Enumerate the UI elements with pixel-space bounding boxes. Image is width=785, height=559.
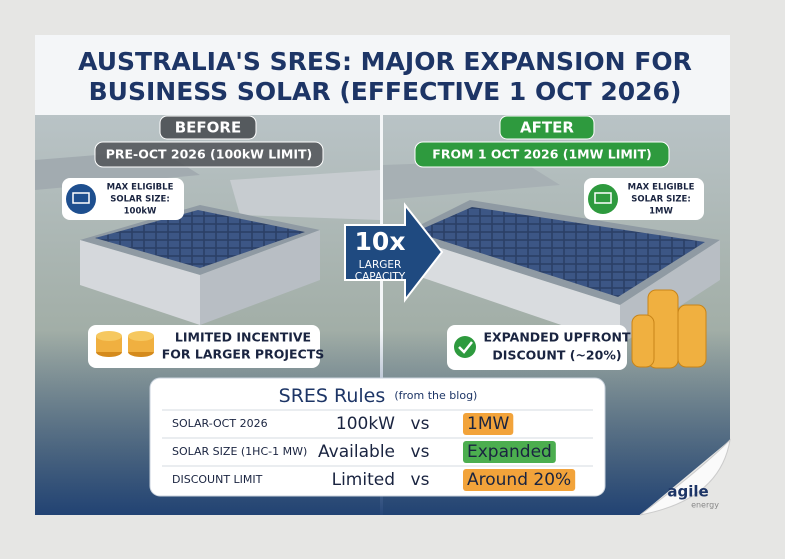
row-label: SOLAR-OCT 2026 — [172, 417, 268, 430]
arrow-headline: 10x — [355, 227, 406, 256]
building-wall — [80, 240, 200, 325]
table-title: SRES Rules (from the blog) — [279, 385, 478, 407]
coin-stack — [677, 304, 707, 368]
row-compare: Expanded — [467, 442, 552, 462]
logo-name: agile — [667, 483, 708, 501]
before-period: PRE-OCT 2026 (100kW LIMIT) — [106, 147, 313, 162]
after-period-pill — [414, 141, 670, 168]
row-vs: vs — [411, 414, 430, 434]
before-pill — [159, 115, 257, 140]
row-label: SOLAR SIZE (1HC-1 MW) — [172, 445, 307, 458]
title-line: AUSTRALIA'S SRES: MAJOR EXPANSION FOR — [78, 47, 692, 76]
solar-icon — [66, 184, 96, 214]
note-line: FOR LARGER PROJECTS — [162, 347, 325, 362]
solar-panels — [415, 207, 705, 297]
solar-icon — [72, 192, 90, 204]
after-note — [447, 325, 627, 370]
arrow — [344, 202, 444, 303]
background-buildings — [383, 160, 560, 200]
before-label: BEFORE — [175, 119, 241, 137]
row-vs: vs — [411, 470, 430, 490]
note-line: DISCOUNT (~20%) — [492, 348, 621, 363]
after-label: AFTER — [520, 119, 574, 137]
row-highlight — [463, 469, 576, 491]
table-title-text: SRES Rules — [279, 385, 386, 407]
badge-line: MAX ELIGIBLE — [628, 183, 695, 193]
before-period-pill — [94, 141, 324, 168]
after-badge — [584, 178, 704, 220]
table-subtitle: (from the blog) — [394, 389, 477, 402]
note-line: LIMITED INCENTIVE — [175, 330, 311, 345]
row-highlight — [463, 413, 514, 435]
title-line: BUSINESS SOLAR (EFFECTIVE 1 OCT 2026) — [89, 77, 682, 106]
page-curl — [639, 438, 731, 516]
arrow-line: CAPACITY — [355, 271, 406, 283]
coins — [96, 331, 122, 341]
after-pill — [499, 115, 595, 140]
after-period: FROM 1 OCT 2026 (1MW LIMIT) — [432, 147, 651, 162]
building-wall — [200, 230, 320, 325]
row-value: Limited — [332, 470, 395, 490]
row-compare: Around 20% — [467, 470, 571, 490]
row-vs: vs — [411, 442, 430, 462]
note-line: EXPANDED UPFRONT — [483, 330, 631, 345]
coin-stack — [631, 314, 655, 368]
arrow-line: LARGER — [359, 259, 402, 271]
badge-line: SOLAR SIZE: — [631, 195, 691, 205]
badge-line: SOLAR SIZE: — [110, 195, 170, 205]
background-buildings — [230, 170, 380, 220]
row-value: Available — [318, 442, 395, 462]
before-badge — [62, 178, 184, 220]
solar-icon — [588, 184, 618, 214]
badge-line: MAX ELIGIBLE — [107, 183, 174, 193]
badge-line: 1MW — [649, 207, 673, 217]
coins — [128, 331, 154, 341]
check-icon — [454, 336, 476, 358]
row-highlight — [463, 441, 556, 463]
check-icon — [458, 341, 473, 354]
row-label: DISCOUNT LIMIT — [172, 473, 263, 486]
row-compare: 1MW — [467, 414, 509, 434]
solar-icon — [594, 192, 612, 204]
table-rows: SOLAR-OCT 2026 100kW vs 1MW SOLAR SIZE (1HC-… — [162, 409, 593, 491]
logo-tagline: energy — [691, 501, 719, 510]
badge-line: 100kW — [124, 207, 157, 217]
page-curl-back — [640, 440, 730, 515]
building-wall — [400, 235, 620, 345]
solar-panels — [95, 210, 305, 268]
row-value: 100kW — [336, 414, 395, 434]
